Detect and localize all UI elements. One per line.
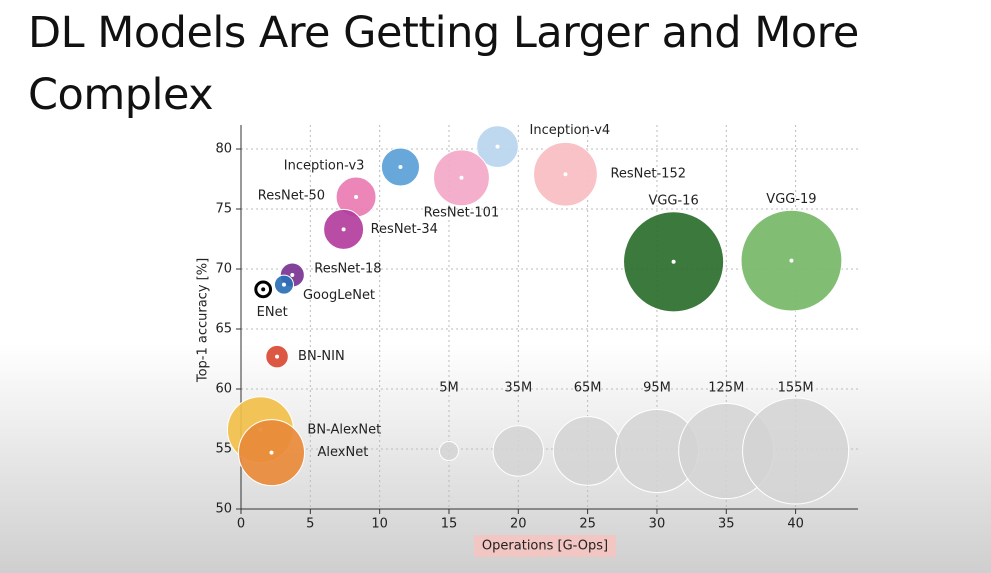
y-tick-label: 70 [215, 262, 232, 277]
size-legend-bubble [438, 440, 460, 462]
y-tick-label: 50 [215, 502, 232, 517]
x-tick-label: 0 [237, 517, 245, 532]
bubble-label: Inception-v3 [284, 159, 365, 174]
y-tick-label: 55 [215, 442, 232, 457]
size-legend-label: 65M [574, 381, 602, 396]
bubble-center [398, 165, 403, 169]
bubble-center [290, 273, 295, 277]
bubble-label: AlexNet [318, 445, 369, 460]
bubble-label: ResNet-18 [314, 262, 381, 277]
bubble-center [354, 195, 359, 199]
bubble-center [459, 175, 464, 180]
bubble-center [281, 282, 286, 287]
bubble-label: VGG-16 [648, 193, 698, 208]
x-tick-label: 10 [371, 517, 388, 532]
bubble-center [495, 144, 500, 149]
size-legend-label: 125M [708, 381, 744, 396]
x-tick-label: 35 [718, 517, 735, 532]
bubble-label: GoogLeNet [303, 288, 375, 303]
bubble-label: ResNet-50 [258, 189, 325, 204]
size-legend-label: 95M [643, 381, 671, 396]
bubble-label: ResNet-34 [371, 222, 438, 237]
size-legend-bubble [742, 397, 850, 505]
x-tick-label: 40 [787, 517, 804, 532]
y-tick-label: 65 [215, 322, 232, 337]
bubble-center [275, 354, 280, 359]
y-axis-label: Top-1 accuracy [%] [196, 258, 211, 383]
x-tick-label: 30 [649, 517, 666, 532]
x-tick-label: 20 [510, 517, 527, 532]
bubble-label: BN-NIN [298, 349, 345, 364]
y-tick-label: 60 [215, 382, 232, 397]
y-tick-label: 75 [215, 202, 232, 217]
bubble-center [341, 227, 346, 232]
bubble-center [789, 258, 794, 263]
bubble-center [269, 450, 274, 455]
size-legend-bubble [492, 425, 545, 477]
x-tick-label: 15 [441, 517, 458, 532]
y-tick-label: 80 [215, 142, 232, 157]
bubble-center [261, 287, 266, 292]
bubble-center [671, 259, 676, 264]
bubble-label: ENet [257, 305, 288, 320]
x-tick-label: 5 [306, 517, 314, 532]
bubble-label: ResNet-101 [424, 205, 500, 220]
x-axis-label: Operations [G-Ops] [482, 539, 608, 554]
size-legend-label: 35M [504, 381, 532, 396]
bubble-label: BN-AlexNet [307, 422, 381, 437]
x-label-box [474, 535, 616, 557]
size-legend-bubble [552, 416, 623, 486]
bubble-label: VGG-19 [766, 192, 816, 207]
x-tick-label: 25 [579, 517, 596, 532]
slide-title: DL Models Are Getting Larger and More Co… [28, 8, 859, 120]
bubble-center [563, 172, 568, 177]
size-legend-label: 155M [778, 381, 814, 396]
size-legend-label: 5M [439, 381, 459, 396]
bubble-label: ResNet-152 [610, 167, 686, 182]
bubble-label: Inception-v4 [530, 123, 611, 138]
